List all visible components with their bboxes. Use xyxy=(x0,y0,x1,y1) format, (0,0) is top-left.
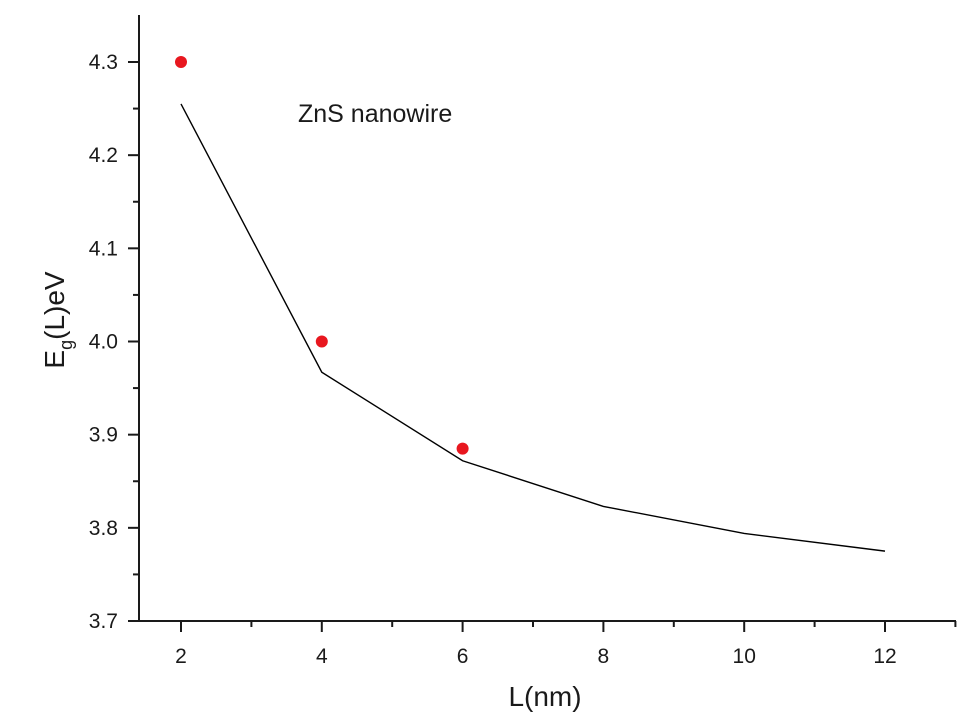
y-axis-label-main: E xyxy=(39,350,70,369)
scatter-point xyxy=(175,56,187,68)
x-tick-label: 12 xyxy=(873,645,896,668)
y-tick-label: 3.8 xyxy=(89,517,118,540)
x-tick-label: 4 xyxy=(316,645,328,668)
y-axis-label: Eg(L)eV xyxy=(39,271,76,368)
series-line xyxy=(180,103,886,552)
x-axis-label: L(nm) xyxy=(508,681,581,712)
x-tick-label: 8 xyxy=(598,645,610,668)
y-axis-label-rest: (L)eV xyxy=(39,271,70,340)
scatter-point xyxy=(315,335,328,348)
x-tick-label: 6 xyxy=(457,645,469,668)
y-tick-label: 3.7 xyxy=(89,610,118,633)
chart-annotation: ZnS nanowire xyxy=(298,100,452,128)
ticks xyxy=(128,61,957,632)
axes xyxy=(138,15,956,622)
y-axis-label-sub: g xyxy=(56,340,76,350)
x-tick-label: 2 xyxy=(175,645,187,668)
x-tick-label: 10 xyxy=(733,645,756,668)
y-tick-label: 4.1 xyxy=(89,237,118,260)
tick-labels: 2 4 6 8 10 12 3.7 3.8 3.9 4.0 4.1 4.2 4.3 xyxy=(89,51,897,668)
y-tick-label: 3.9 xyxy=(89,424,118,447)
y-tick-label: 4.0 xyxy=(89,331,118,354)
series-layer xyxy=(175,56,886,552)
scatter-point xyxy=(456,442,469,455)
y-tick-label: 4.2 xyxy=(89,144,118,167)
y-tick-label: 4.3 xyxy=(89,51,118,74)
